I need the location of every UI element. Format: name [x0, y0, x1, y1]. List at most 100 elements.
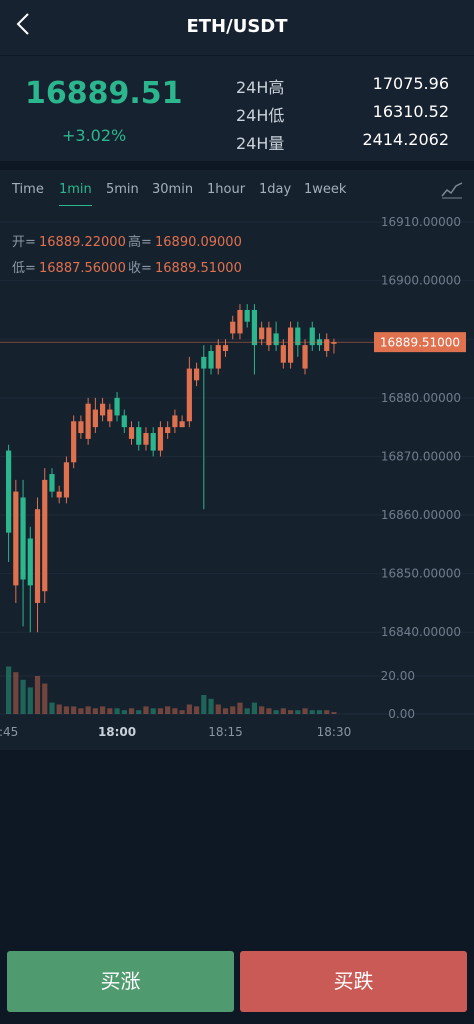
- volume-bar: [143, 706, 149, 714]
- volume-bar: [114, 708, 120, 714]
- tab[interactable]: 30min: [152, 182, 194, 197]
- tab[interactable]: 1hour: [207, 182, 246, 197]
- info-value: 16889.22000: [39, 235, 126, 250]
- candle-body: [273, 333, 279, 346]
- candle-body: [78, 421, 84, 434]
- stat-value: 16310.52: [372, 102, 449, 121]
- volume-bar: [215, 704, 221, 714]
- y-tick-label: 16840.00000: [381, 625, 461, 639]
- volume-bar: [42, 683, 48, 714]
- volume-bar: [128, 708, 135, 714]
- y-tick-label: 16880.00000: [381, 391, 461, 405]
- ticker: 16889.51 +3.02% 24H高 17075.96 24H低 16310…: [0, 55, 474, 161]
- tab[interactable]: 1min: [59, 182, 92, 207]
- last-price-label: 16889.51000: [380, 336, 460, 350]
- volume-bar: [251, 702, 258, 714]
- x-tick-label: :45: [0, 725, 18, 739]
- stat-value: 17075.96: [372, 74, 449, 93]
- candle-body: [172, 415, 178, 428]
- candle-body: [165, 427, 171, 434]
- back-icon[interactable]: [14, 12, 32, 36]
- x-tick-label: 18:00: [98, 725, 136, 739]
- chart-icon[interactable]: [440, 180, 464, 200]
- volume-bar: [179, 710, 185, 714]
- volume-bar: [259, 706, 265, 714]
- candle-body: [222, 345, 229, 351]
- volume-bar: [331, 712, 337, 714]
- last-price-tag: [374, 332, 466, 353]
- candle-body: [302, 345, 308, 369]
- volume-bar: [222, 708, 229, 714]
- price: 16889.51: [25, 76, 183, 111]
- buy-down-button[interactable]: 买跌: [240, 951, 467, 1012]
- candle-body: [201, 356, 207, 369]
- candle-body: [309, 327, 315, 346]
- vol-tick-label: 20.00: [381, 669, 415, 683]
- volume-bar: [273, 710, 279, 714]
- x-tick-label: 18:15: [208, 725, 243, 739]
- y-tick-label: 16860.00000: [381, 508, 461, 522]
- candle-body: [85, 403, 91, 439]
- candle-body: [121, 415, 127, 428]
- info-value: 16889.51000: [155, 261, 242, 276]
- volume-bar: [324, 710, 330, 714]
- title: ETH/USDT: [186, 16, 288, 37]
- candle-body: [34, 509, 41, 603]
- volume-bar: [85, 706, 91, 714]
- volume-bar: [6, 666, 12, 714]
- tab[interactable]: 1week: [304, 182, 347, 197]
- volume-bar: [165, 706, 171, 714]
- info-label: 高=: [128, 234, 152, 250]
- tab[interactable]: 5min: [106, 182, 139, 197]
- change: +3.02%: [62, 126, 127, 145]
- candle-body: [20, 497, 26, 580]
- candle-body: [143, 433, 149, 445]
- candle-body: [186, 368, 192, 422]
- volume-bar: [56, 704, 62, 714]
- volume-bar: [266, 708, 272, 714]
- candle-body: [150, 433, 156, 451]
- volume-bar: [136, 710, 142, 714]
- stat-value: 2414.2062: [362, 130, 449, 149]
- candle-body: [92, 409, 98, 428]
- tab[interactable]: 1day: [259, 182, 292, 197]
- volume-bar: [20, 679, 26, 714]
- volume-bar: [230, 706, 236, 714]
- volume-bar: [237, 702, 243, 714]
- volume-bar: [150, 708, 156, 714]
- stat-label: 24H高: [236, 78, 285, 97]
- candle-body: [49, 474, 55, 492]
- volume-bar: [186, 704, 192, 714]
- candle-body: [251, 309, 258, 346]
- volume-bar: [121, 710, 127, 714]
- info-label: 开=: [12, 235, 36, 250]
- candle-body: [63, 462, 70, 498]
- volume-bar: [99, 706, 106, 714]
- candle-body: [215, 345, 221, 369]
- candle-body: [56, 491, 62, 498]
- vol-tick-label: 0.00: [388, 707, 415, 721]
- candle-body: [42, 479, 48, 592]
- tabs: Time 1min 5min 30min 1hour 1day 1week: [0, 170, 474, 207]
- volume-bar: [309, 710, 315, 714]
- tab[interactable]: Time: [12, 182, 44, 197]
- kline-chart: 16840.00000 16850.00000 16860.00000 16870.0…: [0, 206, 474, 750]
- volume-bar: [193, 706, 200, 714]
- candle-body: [208, 350, 214, 369]
- candle-body: [237, 309, 243, 334]
- volume-bar: [27, 687, 33, 714]
- volume-bar: [107, 708, 113, 714]
- candle-body: [280, 345, 286, 363]
- stat-label: 24H量: [236, 134, 285, 153]
- volume-bar: [244, 708, 250, 714]
- x-tick-label: 18:30: [317, 725, 352, 739]
- volume-bar: [172, 708, 178, 714]
- volume-bar: [157, 708, 164, 714]
- volume-bar: [63, 706, 70, 714]
- y-tick-label: 16910.00000: [381, 215, 461, 229]
- buy-up-button[interactable]: 买涨: [7, 951, 234, 1012]
- volume-bar: [280, 708, 286, 714]
- candle-body: [114, 397, 120, 416]
- info-label: 低=: [12, 261, 36, 276]
